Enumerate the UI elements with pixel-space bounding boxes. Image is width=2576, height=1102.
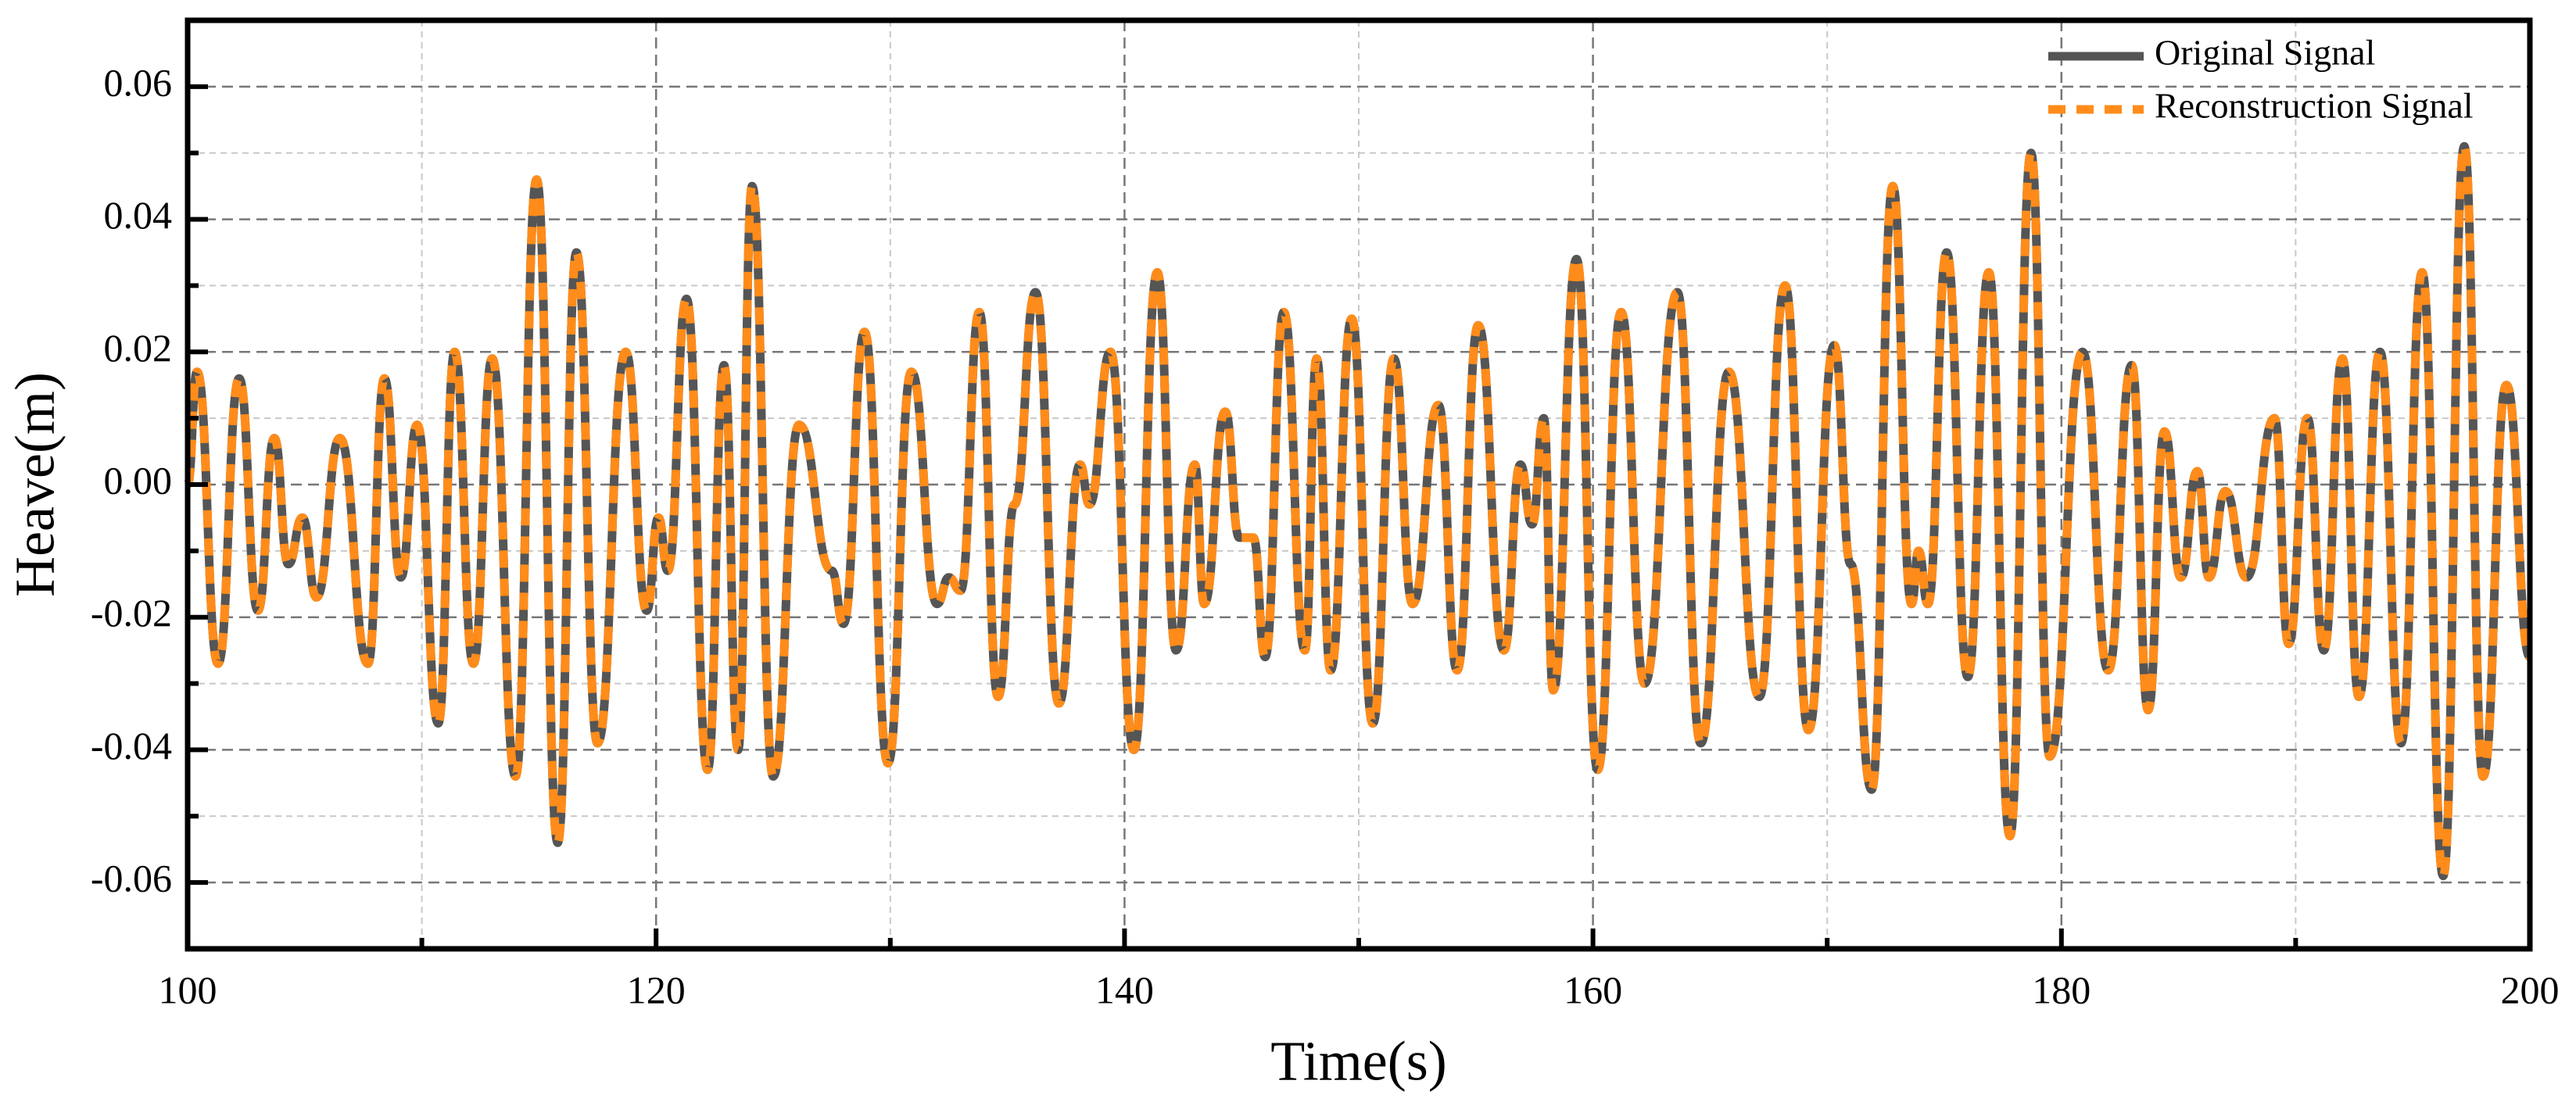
y-tick-label: 0.04	[104, 193, 173, 237]
plot-lines	[183, 141, 2535, 881]
y-tick-label: 0.00	[104, 458, 173, 502]
x-tick-label: 180	[2032, 968, 2091, 1011]
x-axis-label: Time(s)	[1270, 1030, 1446, 1093]
x-tick-label: 160	[1564, 968, 1622, 1011]
axes: 100 120 140 160 180 200 -0.06 -0.04 -0.02 0.00 0.0…	[91, 17, 2560, 1011]
y-tick-label: 0.02	[104, 326, 173, 370]
plot-frame	[185, 17, 2533, 952]
legend-label: Original Signal	[2155, 33, 2375, 73]
y-tick-label: -0.02	[91, 591, 172, 635]
y-tick-label: -0.06	[91, 857, 172, 900]
legend-label: Reconstruction Signal	[2155, 86, 2474, 126]
y-tick-label: -0.04	[91, 724, 172, 767]
x-tick-label: 140	[1095, 968, 1154, 1011]
y-tick-label: 0.06	[104, 60, 173, 104]
x-tick-label: 120	[627, 968, 686, 1011]
series-line	[183, 141, 2535, 881]
x-tick-label: 100	[159, 968, 217, 1011]
x-tick-label: 200	[2501, 968, 2560, 1011]
y-axis-label: Heave(m)	[4, 372, 66, 597]
